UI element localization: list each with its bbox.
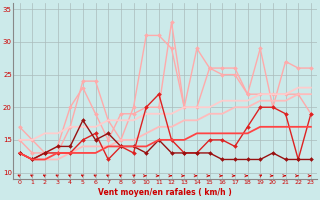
X-axis label: Vent moyen/en rafales ( km/h ): Vent moyen/en rafales ( km/h )	[98, 188, 232, 197]
